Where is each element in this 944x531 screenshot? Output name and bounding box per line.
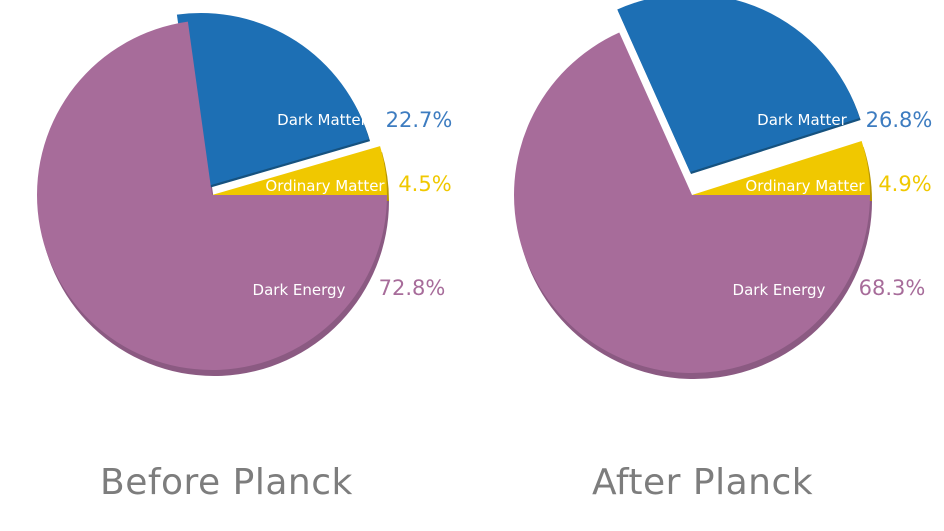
slice-label-dark-matter: Dark Matter [277,111,367,129]
slice-dark-energy [37,21,387,371]
slice-label-dark-energy: Dark Energy [253,281,346,299]
slice-dark-matter [176,13,370,189]
chart-title: Before Planck [100,462,353,503]
slice-dark-matter [617,0,860,172]
slice-ordinary-matter [692,141,870,195]
value-label-ordinary-matter: 4.5% [398,172,451,196]
slice-ordinary-matter [212,146,387,195]
pie-chart-before-planck: Ordinary Matter 4.5% Dark Matter 22.7% Dark … [37,13,453,503]
pie-chart-svg: Ordinary Matter 4.9% Dark Matter 26.8% Dark … [514,0,933,380]
slice-label-ordinary-matter: Ordinary Matter [745,177,865,195]
slice-label-dark-matter: Dark Matter [757,111,847,129]
slice-dark-energy [514,32,870,374]
value-label-dark-energy: 72.8% [379,276,446,300]
pie-chart-after-planck: Ordinary Matter 4.9% Dark Matter 26.8% Dark … [472,0,944,531]
slice-label-dark-energy: Dark Energy [733,281,826,299]
value-label-dark-energy: 68.3% [859,276,926,300]
value-label-dark-matter: 22.7% [386,108,453,132]
slice-label-ordinary-matter: Ordinary Matter [265,177,385,195]
value-label-ordinary-matter: 4.9% [878,172,931,196]
value-label-dark-matter: 26.8% [866,108,933,132]
chart-title: After Planck [592,462,814,503]
pie-chart-svg: Ordinary Matter 4.5% Dark Matter 22.7% Dark … [37,13,453,377]
